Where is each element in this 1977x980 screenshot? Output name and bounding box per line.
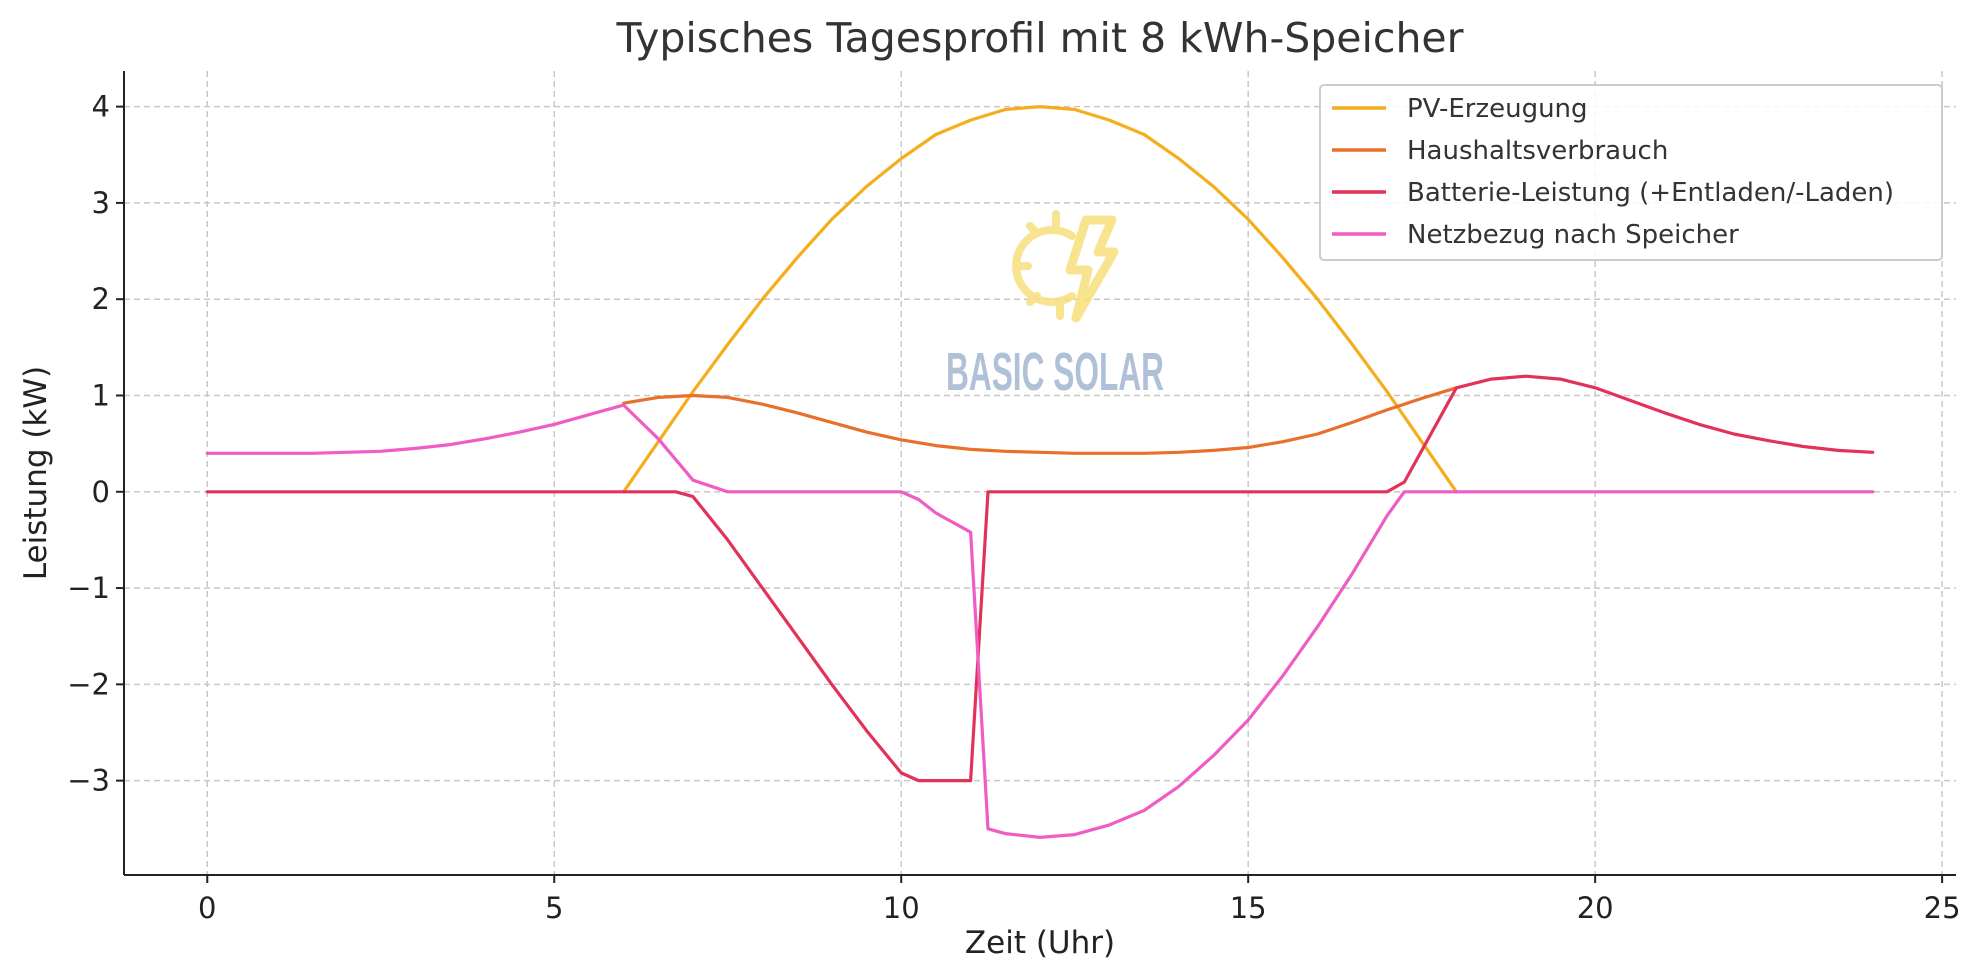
series-line-2 [622, 386, 1458, 455]
y-tick-label: −2 [67, 667, 110, 701]
y-tick-label: 2 [92, 282, 110, 316]
y-tick-label: 1 [92, 378, 110, 412]
series-lines [205, 105, 1875, 839]
series-line-1 [622, 105, 1458, 494]
x-tick-label: 15 [1230, 891, 1267, 925]
legend-box [1319, 84, 1943, 261]
legend-label: Netzbezug nach Speicher [1407, 220, 1739, 250]
x-tick-label: 25 [1924, 891, 1961, 925]
x-tick-label: 10 [883, 891, 920, 925]
legend-label: Batterie-Leistung (+Entladen/-Laden) [1407, 178, 1894, 208]
legend-label: PV-Erzeugung [1407, 94, 1588, 124]
legend-label: Haushaltsverbrauch [1407, 136, 1668, 166]
watermark-logo: BASIC SOLAR [946, 210, 1164, 402]
legend: PV-Erzeugung Haushaltsverbrauch Batterie-L… [1319, 84, 1943, 261]
y-tick-label: 0 [92, 475, 110, 509]
lightning-icon [1065, 215, 1119, 323]
y-tick-label: 4 [92, 90, 110, 124]
y-tick-label: 3 [92, 186, 110, 220]
y-tick-label: −3 [67, 764, 110, 798]
watermark-text: BASIC SOLAR [946, 342, 1164, 402]
x-tick-label: 0 [198, 891, 216, 925]
x-ticks: 0 5 10 15 20 25 [198, 875, 1961, 925]
y-tick-label: −1 [67, 571, 110, 605]
series-line-3 [205, 374, 1875, 783]
x-tick-label: 5 [545, 891, 563, 925]
x-axis-label: Zeit (Uhr) [965, 925, 1115, 961]
chart-title: Typisches Tagesprofil mit 8 kWh-Speicher [615, 14, 1463, 62]
series-line-4 [205, 403, 1875, 839]
x-tick-label: 20 [1577, 891, 1614, 925]
y-axis-label: Leistung (kW) [18, 366, 54, 580]
sun-icon [1012, 210, 1076, 320]
y-ticks: 4 3 2 1 0 −1 −2 −3 [67, 90, 124, 798]
